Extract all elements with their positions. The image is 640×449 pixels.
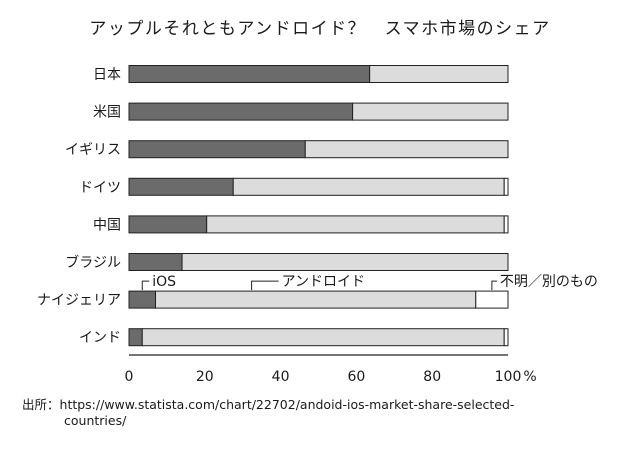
bar-segment-2-4 <box>232 177 505 196</box>
bar-segment-3-8 <box>503 328 509 347</box>
bar-segment-1-1 <box>128 65 371 83</box>
annotation-android-leader <box>251 280 279 291</box>
x-tick-label: 20 <box>196 369 214 385</box>
x-axis-unit: % <box>523 369 536 385</box>
x-tick-labels: 0 20 40 60 80 100 <box>125 369 522 385</box>
bar-segment-1-2 <box>128 102 354 121</box>
bar-segment-2-5 <box>206 215 505 234</box>
bar-segment-2-1 <box>369 65 509 83</box>
bar-segment-3-5 <box>503 215 509 234</box>
bar-segment-3-7 <box>475 290 509 309</box>
source-url: https://www.statista.com/chart/22702/and… <box>59 397 515 412</box>
annotation-other: 不明／別のもの <box>500 274 598 290</box>
source-note: 出所：https://www.statista.com/chart/22702/… <box>22 397 514 429</box>
bar-segment-3-4 <box>503 177 509 196</box>
category-label: イギリス <box>65 142 121 158</box>
category-label: 中国 <box>93 217 121 233</box>
bar-segment-2-7 <box>155 290 477 309</box>
category-label: 日本 <box>93 67 121 83</box>
category-label: ドイツ <box>79 180 121 196</box>
bar-segment-2-2 <box>352 102 509 121</box>
x-tick-label: 80 <box>423 369 441 385</box>
series-annotations: iOS アンドロイド 不明／別のもの <box>141 274 598 291</box>
x-tick-label: 40 <box>272 369 290 385</box>
bar-segment-2-3 <box>304 140 509 159</box>
annotation-ios: iOS <box>152 274 176 290</box>
bar-segment-2-8 <box>141 328 505 347</box>
bar-segment-1-3 <box>128 140 306 159</box>
bar-segment-1-4 <box>128 177 234 196</box>
bar-segment-1-7 <box>128 290 157 309</box>
source-label: 出所： <box>22 397 60 412</box>
annotation-other-leader <box>491 280 497 291</box>
x-tick-label: 100 <box>495 369 522 385</box>
bar-segment-1-8 <box>128 328 143 347</box>
bar-segment-2-6 <box>181 253 509 271</box>
annotation-ios-leader <box>141 280 150 291</box>
bar-segment-1-5 <box>128 215 208 234</box>
annotation-android: アンドロイド <box>282 274 365 290</box>
bar-segment-1-6 <box>128 253 183 271</box>
source-url-continued: countries/ <box>64 413 127 428</box>
category-label: ブラジル <box>65 254 121 271</box>
chart-title: アップルそれともアンドロイド？ スマホ市場のシェア <box>89 19 551 39</box>
category-label: ナイジェリア <box>37 293 121 309</box>
category-label: インド <box>79 330 121 346</box>
x-tick-label: 0 <box>125 369 134 385</box>
category-label: 米国 <box>93 105 121 121</box>
bar-area <box>128 65 509 347</box>
x-tick-label: 60 <box>347 369 365 385</box>
